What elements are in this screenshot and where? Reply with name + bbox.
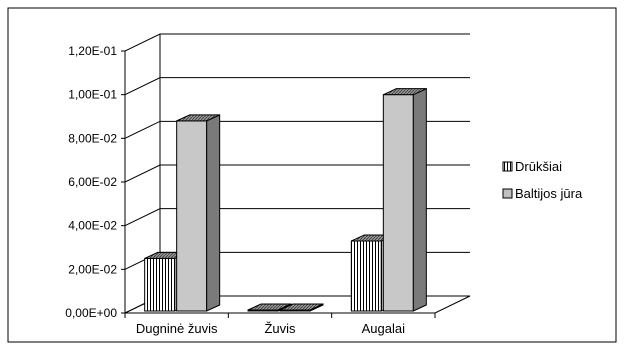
y-tick-label: 6,00E-02 — [68, 175, 117, 189]
legend: Drūkšiai Baltijos jūra — [502, 159, 583, 201]
bar-top — [279, 303, 324, 311]
y-tick-labels: 0,00E+00 2,00E-02 4,00E-02 6,00E-02 8,00E-02… — [65, 44, 117, 320]
bar-front — [144, 257, 176, 312]
chart-border — [7, 7, 617, 343]
bar-top — [247, 303, 292, 311]
x-category-label: Dugninė žuvis — [136, 321, 218, 336]
bar-front — [176, 120, 208, 312]
y-tick-label: 8,00E-02 — [68, 131, 117, 145]
y-tick-label: 2,00E-02 — [68, 262, 117, 276]
bar-side — [412, 87, 427, 312]
bar-baltijos-jura-2 — [382, 87, 427, 312]
y-tick-label: 1,00E-01 — [68, 88, 117, 102]
bar-front — [350, 240, 382, 312]
bar-front — [382, 94, 414, 312]
x-category-labels: Dugninė žuvis Žuvis Augalai — [136, 321, 405, 336]
bar-top — [383, 88, 427, 96]
y-tick-label: 0,00E+00 — [65, 306, 117, 320]
y-tick-label: 4,00E-02 — [68, 219, 117, 233]
bar-top — [176, 114, 220, 122]
legend-swatch — [502, 188, 513, 199]
x-category-label: Žuvis — [264, 321, 296, 336]
y-tick-label: 1,20E-01 — [68, 44, 117, 58]
bar-side — [206, 114, 221, 312]
bar-baltijos-jura-1 — [279, 303, 324, 312]
bars — [144, 87, 427, 312]
legend-swatch — [502, 161, 513, 172]
bar-baltijos-jura-0 — [176, 114, 221, 312]
legend-label: Drūkšiai — [515, 159, 562, 174]
legend-label: Baltijos jūra — [515, 186, 583, 201]
x-category-label: Augalai — [362, 321, 405, 336]
